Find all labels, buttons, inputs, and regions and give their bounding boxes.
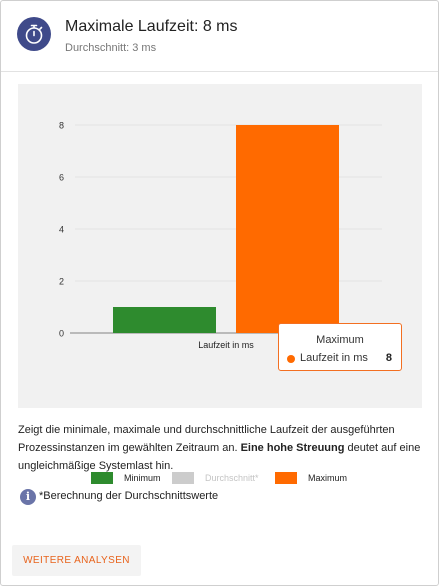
y-tick-label-0: 0 xyxy=(59,329,64,339)
chart-legend: Minimum Durchschnitt* Maximum xyxy=(18,472,422,486)
legend-label-minimum[interactable]: Minimum xyxy=(124,473,161,483)
legend-swatch-minimum[interactable] xyxy=(91,472,113,484)
bar-minimum xyxy=(113,307,216,333)
legend-swatch-maximum[interactable] xyxy=(275,472,297,484)
chart-tooltip: Maximum Laufzeit in ms 8 xyxy=(278,323,402,371)
tooltip-label: Laufzeit in ms xyxy=(300,352,368,364)
legend-swatch-durchschnitt[interactable] xyxy=(172,472,194,484)
y-tick-label-2: 4 xyxy=(59,225,64,235)
stopwatch-icon xyxy=(17,17,51,51)
runtime-chart: 0 2 4 6 8 Laufzeit in ms Minimum Durchschnitt… xyxy=(18,84,422,484)
description-text: Zeigt die minimale, maximale und durchsc… xyxy=(18,424,395,454)
y-tick-label-4: 8 xyxy=(59,121,64,131)
y-tick-label-3: 6 xyxy=(59,173,64,183)
tooltip-value: 8 xyxy=(385,352,392,364)
legend-label-durchschnitt[interactable]: Durchschnitt* xyxy=(205,473,259,483)
header-divider xyxy=(1,71,438,72)
average-calculation-note: *Berechnung der Durchschnittswerte xyxy=(39,490,219,502)
card-title: Maximale Laufzeit: 8 ms xyxy=(65,18,238,35)
description-text-end: deutet auf eine ungleichmäßige Systemlas… xyxy=(18,442,421,472)
legend-label-maximum[interactable]: Maximum xyxy=(308,473,348,483)
description-emphasis: Eine hohe Streuung xyxy=(240,442,345,454)
bar-maximum xyxy=(236,125,339,333)
more-analyses-button[interactable]: WEITERE ANALYSEN xyxy=(12,545,141,576)
y-tick-label-1: 2 xyxy=(59,277,64,287)
chart-description: Zeigt die minimale, maximale und durchsc… xyxy=(18,421,423,475)
card-subtitle: Durchschnitt: 3 ms xyxy=(65,42,157,54)
tooltip-series-dot xyxy=(287,355,295,363)
x-category-label: Laufzeit in ms xyxy=(198,340,254,350)
tooltip-title: Maximum xyxy=(316,334,364,346)
info-icon[interactable]: i xyxy=(20,489,36,505)
